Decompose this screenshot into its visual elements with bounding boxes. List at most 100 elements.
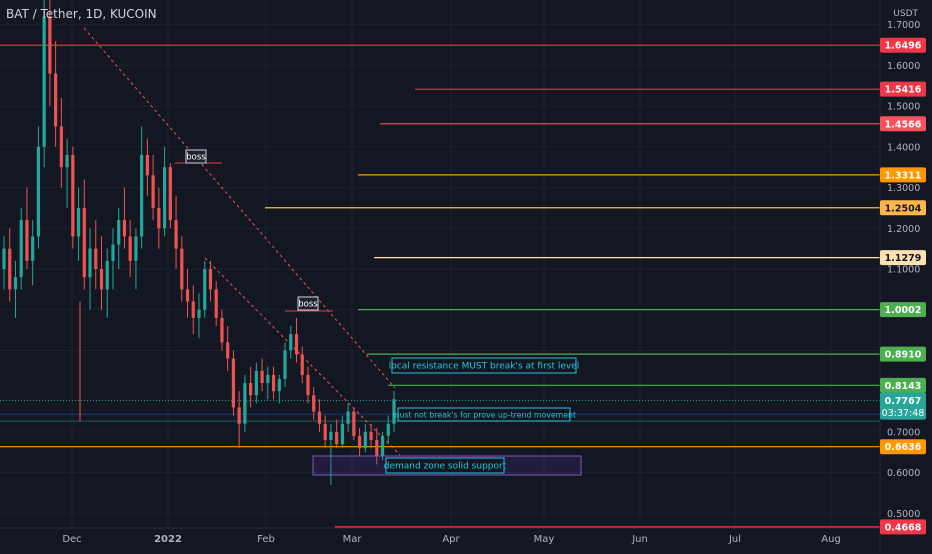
candle[interactable]	[237, 391, 241, 449]
candle[interactable]	[208, 260, 213, 302]
candle[interactable]	[306, 366, 310, 404]
candle[interactable]	[260, 358, 264, 392]
candle[interactable]	[25, 187, 29, 269]
candle[interactable]	[277, 374, 281, 404]
annotation-3[interactable]: local resistance MUST break's at first l…	[389, 357, 580, 374]
x-tick-label: 2022	[154, 534, 182, 545]
candle[interactable]	[392, 391, 396, 432]
candle[interactable]	[8, 228, 12, 302]
candle-body	[386, 423, 390, 436]
candle[interactable]	[357, 427, 362, 457]
candle[interactable]	[71, 146, 75, 249]
candle[interactable]	[31, 220, 35, 286]
candle[interactable]	[386, 415, 390, 445]
candle[interactable]	[94, 220, 98, 290]
candle[interactable]	[317, 399, 322, 432]
candle-body	[168, 167, 172, 221]
level-tag-0.8910	[880, 346, 926, 362]
candle[interactable]	[145, 138, 149, 196]
candle[interactable]	[134, 228, 138, 290]
candle[interactable]	[340, 415, 344, 449]
candle[interactable]	[283, 342, 287, 388]
candle[interactable]	[335, 419, 339, 449]
candle[interactable]	[13, 260, 18, 318]
candle[interactable]	[180, 236, 184, 302]
trendline-major[interactable]	[83, 27, 396, 389]
annotation-2[interactable]: boss	[297, 296, 319, 311]
candle[interactable]	[117, 207, 121, 269]
candle[interactable]	[48, 0, 52, 107]
candle[interactable]	[82, 179, 86, 290]
candle-body	[369, 431, 373, 441]
candle[interactable]	[99, 236, 104, 310]
candle-body	[203, 269, 207, 310]
candle[interactable]	[2, 236, 6, 290]
annotation-box	[397, 407, 571, 422]
y-tick-label: 1.4000	[887, 142, 920, 153]
candle[interactable]	[300, 346, 304, 384]
candle[interactable]	[271, 366, 276, 400]
candle[interactable]	[203, 260, 207, 318]
candle[interactable]	[88, 228, 92, 310]
candle[interactable]	[249, 366, 253, 408]
candle[interactable]	[128, 220, 132, 278]
candle[interactable]	[36, 126, 41, 249]
candle-body	[99, 269, 104, 290]
candle-body	[271, 374, 276, 392]
candle[interactable]	[162, 146, 167, 237]
candle[interactable]	[111, 228, 115, 290]
candle-body	[180, 248, 184, 290]
candle[interactable]	[254, 362, 258, 404]
candle-body	[329, 431, 333, 441]
candle-body	[260, 370, 264, 384]
level-tag-0.4668	[880, 519, 926, 535]
candle[interactable]	[174, 195, 178, 269]
candle[interactable]	[312, 387, 316, 420]
candle[interactable]	[140, 126, 144, 249]
candle[interactable]	[19, 207, 23, 290]
x-tick-label: Feb	[257, 534, 275, 545]
candle[interactable]	[151, 154, 155, 221]
annotation-1[interactable]: boss	[185, 149, 207, 164]
candle[interactable]	[266, 366, 270, 400]
last-price-text: 0.7767	[885, 396, 922, 407]
candle-body	[363, 431, 367, 449]
candle[interactable]	[197, 293, 201, 339]
candle[interactable]	[157, 187, 161, 249]
candle[interactable]	[168, 163, 172, 229]
candle-body	[134, 236, 138, 261]
candle[interactable]	[65, 138, 69, 208]
candle[interactable]	[323, 415, 327, 449]
candle[interactable]	[105, 248, 109, 318]
annotation-box	[185, 149, 207, 164]
candle[interactable]	[352, 407, 356, 441]
candle-body	[185, 289, 190, 302]
candle[interactable]	[363, 423, 367, 453]
candle[interactable]	[289, 326, 293, 359]
candle[interactable]	[214, 281, 218, 327]
candle[interactable]	[243, 374, 247, 432]
candle-body	[340, 423, 344, 445]
candle[interactable]	[231, 350, 236, 416]
candle[interactable]	[346, 403, 350, 432]
annotation-5[interactable]: demand zone solid support	[384, 457, 507, 474]
candle[interactable]	[220, 309, 224, 351]
candle[interactable]	[226, 326, 230, 371]
candle[interactable]	[375, 427, 379, 465]
candle[interactable]	[76, 187, 81, 261]
candle[interactable]	[42, 0, 46, 168]
annotation-4[interactable]: must not break's for prove up-trend move…	[392, 407, 576, 422]
candle-body	[111, 244, 115, 261]
candle[interactable]	[185, 269, 190, 318]
annotation-text: boss	[298, 300, 318, 310]
level-tag-text: 1.3311	[885, 170, 922, 181]
candle[interactable]	[294, 317, 299, 363]
candle-body	[392, 399, 396, 424]
candle[interactable]	[122, 187, 127, 249]
candle[interactable]	[59, 97, 63, 188]
candle[interactable]	[191, 285, 195, 335]
candle[interactable]	[369, 423, 373, 449]
candle[interactable]	[54, 40, 58, 147]
